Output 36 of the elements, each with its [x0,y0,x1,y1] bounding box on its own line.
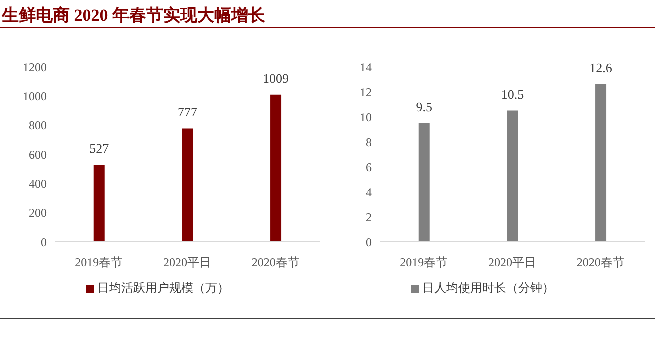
y-tick-label: 400 [29,176,47,191]
x-tick-label: 2020平日 [164,256,212,270]
y-tick-label: 0 [366,235,372,250]
x-tick-label: 2020春节 [252,256,300,270]
bar [270,94,282,242]
data-label: 9.5 [416,99,432,114]
y-tick-label: 2 [366,210,372,224]
legend-label: 日均活跃用户规模（万） [98,281,230,295]
y-tick-label: 1200 [23,60,47,74]
y-tick-label: 0 [41,235,47,250]
y-tick-label: 1000 [23,89,47,104]
data-label: 12.6 [590,60,613,76]
legend-label: 日人均使用时长（分钟） [422,281,554,295]
y-tick-label: 8 [366,135,372,150]
chart-title: 生鲜电商 2020 年春节实现大幅增长 [2,5,266,27]
bar [418,123,430,242]
y-tick-label: 14 [360,60,372,74]
x-tick-label: 2019春节 [400,256,448,270]
y-tick-label: 200 [29,206,47,220]
y-tick-label: 12 [360,85,372,100]
y-tick-label: 10 [360,110,372,124]
data-label: 10.5 [501,86,524,102]
y-tick-label: 600 [29,148,47,162]
y-tick-label: 4 [366,185,372,200]
x-tick-label: 2019春节 [75,256,124,270]
y-tick-label: 800 [29,118,47,133]
data-label: 527 [90,141,110,156]
y-tick-label: 6 [366,160,372,174]
data-label: 777 [178,104,198,120]
data-label: 1009 [263,70,290,86]
x-tick-label: 2020春节 [576,256,625,270]
x-tick-label: 2020平日 [488,256,536,270]
bar [596,84,607,242]
bar [94,165,105,242]
bar [507,110,518,242]
bar [182,128,194,242]
